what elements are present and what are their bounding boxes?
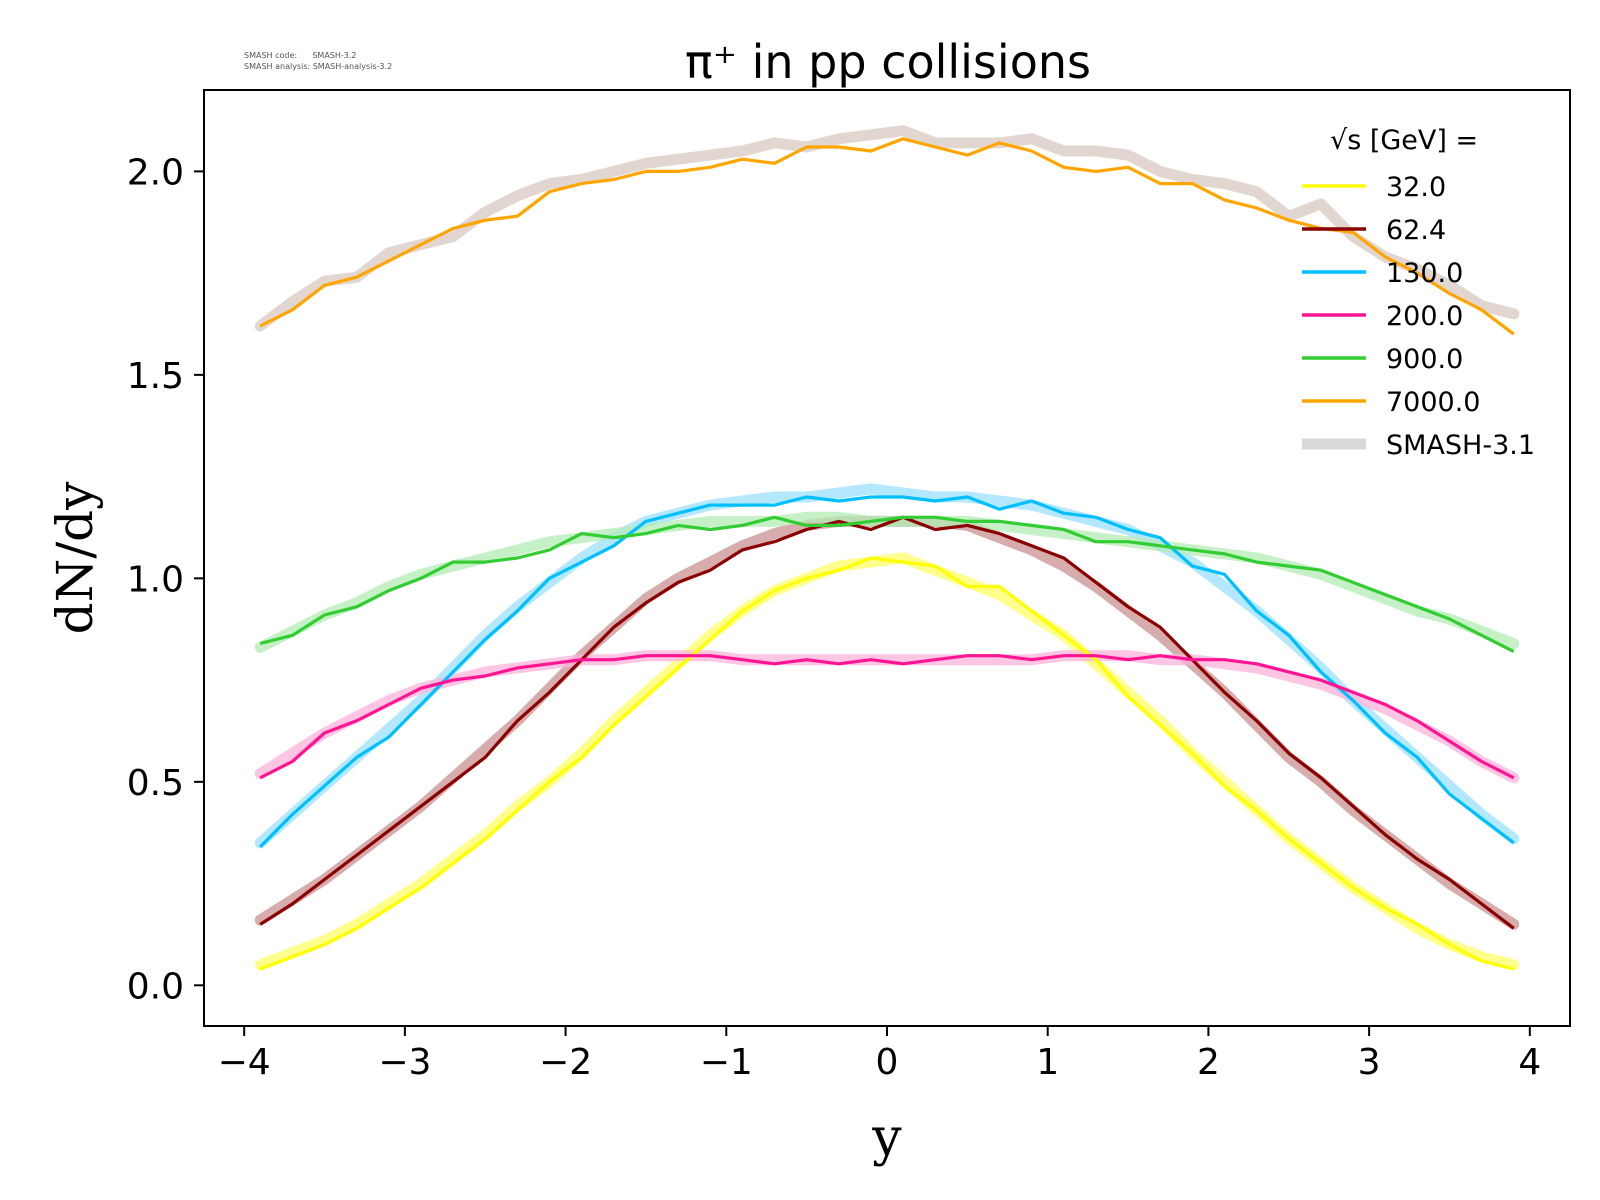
reference-bands bbox=[254, 125, 1520, 971]
legend-title: √s [GeV] = bbox=[1330, 125, 1478, 156]
legend-label-6: SMASH-3.1 bbox=[1386, 430, 1535, 461]
series-lines bbox=[259, 137, 1515, 971]
legend-label-0: 32.0 bbox=[1386, 172, 1446, 203]
y-axis: 0.0 0.5 1.0 1.5 2.0 bbox=[127, 152, 204, 1007]
legend: √s [GeV] = 32.0 62.4 130.0 200.0 900.0 7000.0 S… bbox=[1302, 125, 1535, 461]
reference-band-4 bbox=[254, 511, 1520, 653]
series-line-3 bbox=[259, 654, 1515, 780]
series-line-5 bbox=[259, 137, 1515, 336]
x-tick-label: 3 bbox=[1358, 1042, 1381, 1083]
x-axis: −4 −3 −2 −1 0 1 2 3 4 bbox=[218, 1026, 1541, 1083]
x-tick-label: −4 bbox=[218, 1042, 271, 1083]
smash-code-version: SMASH code: SMASH-3.2 bbox=[244, 51, 357, 60]
x-tick-label: −1 bbox=[700, 1042, 753, 1083]
y-axis-label: dN/dy bbox=[46, 481, 104, 635]
smash-analysis-version: SMASH analysis: SMASH-analysis-3.2 bbox=[244, 62, 393, 71]
x-tick-label: −2 bbox=[539, 1042, 592, 1083]
y-tick-label: 1.0 bbox=[127, 559, 184, 600]
x-tick-label: 1 bbox=[1036, 1042, 1059, 1083]
legend-label-4: 900.0 bbox=[1386, 344, 1463, 375]
reference-band-0 bbox=[254, 552, 1520, 971]
x-tick-label: 4 bbox=[1518, 1042, 1541, 1083]
series-line-4 bbox=[259, 515, 1515, 654]
reference-band-3 bbox=[254, 650, 1520, 784]
legend-label-5: 7000.0 bbox=[1386, 387, 1480, 418]
x-tick-label: −3 bbox=[378, 1042, 431, 1083]
chart-title: π⁺ in pp collisions bbox=[685, 35, 1091, 89]
legend-label-3: 200.0 bbox=[1386, 301, 1463, 332]
x-axis-label: y bbox=[871, 1108, 902, 1168]
series-line-1 bbox=[259, 515, 1515, 930]
y-tick-label: 1.5 bbox=[127, 356, 184, 397]
series-line-0 bbox=[259, 556, 1515, 971]
series-line-2 bbox=[259, 495, 1515, 849]
x-tick-label: 2 bbox=[1197, 1042, 1220, 1083]
legend-label-2: 130.0 bbox=[1386, 258, 1463, 289]
legend-label-1: 62.4 bbox=[1386, 215, 1446, 246]
y-tick-label: 0.0 bbox=[127, 966, 184, 1007]
y-tick-label: 2.0 bbox=[127, 152, 184, 193]
y-tick-label: 0.5 bbox=[127, 763, 184, 804]
x-tick-label: 0 bbox=[876, 1042, 899, 1083]
